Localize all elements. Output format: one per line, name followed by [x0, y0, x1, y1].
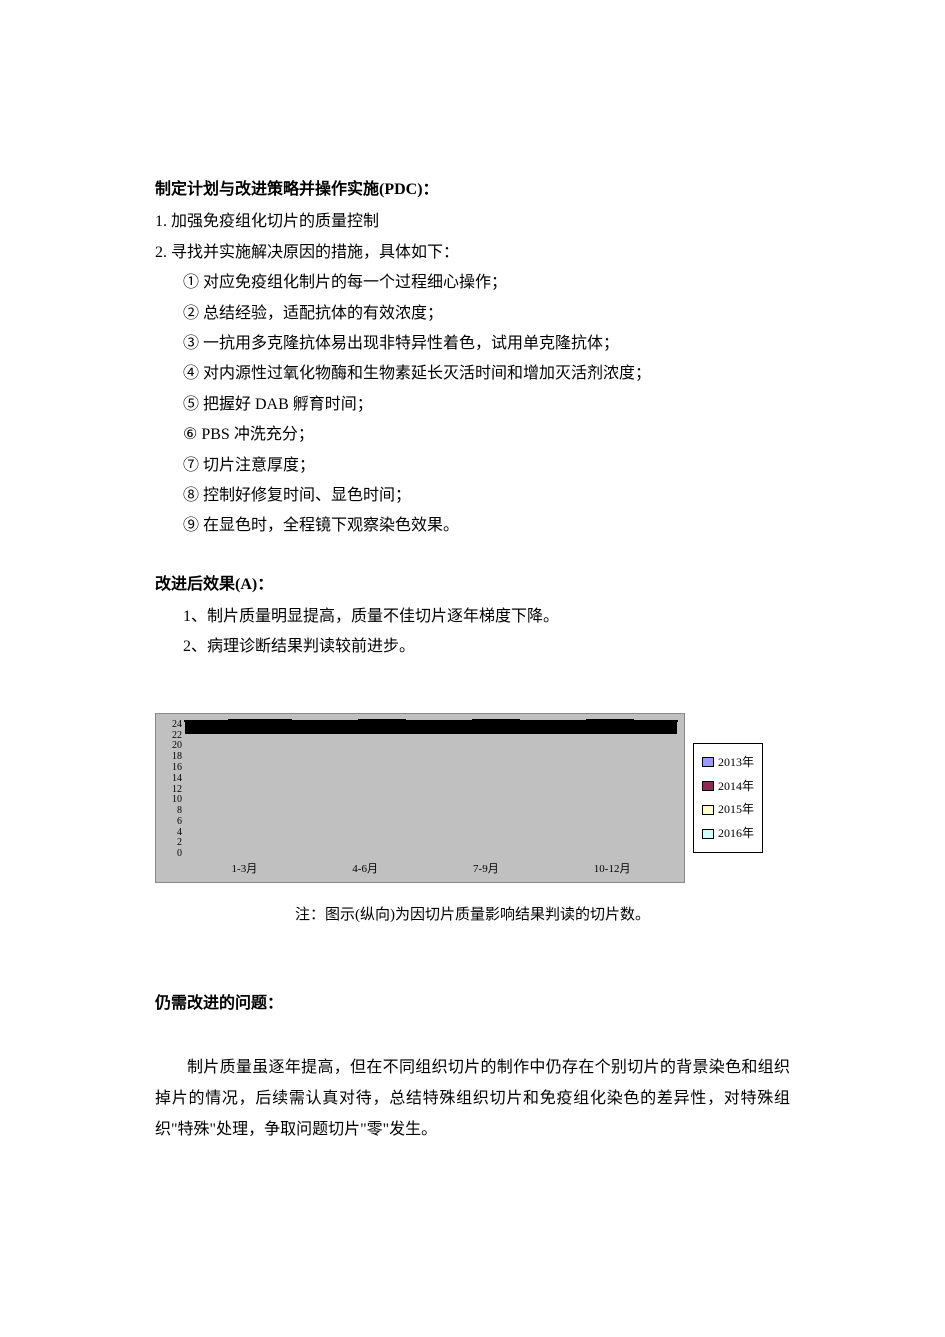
bar [472, 719, 488, 721]
effect-item-2: 2、病理诊断结果判读较前进步。 [155, 632, 790, 662]
legend-row: 2014年 [702, 775, 754, 798]
bar [586, 719, 602, 721]
y-axis: 242220181614121086420 [156, 714, 184, 882]
bar [358, 719, 374, 721]
pdc-sub-2: ② 总结经验，适配抗体的有效浓度； [155, 299, 790, 329]
pdc-item-2: 2. 寻找并实施解决原因的措施，具体如下： [155, 238, 790, 268]
bar [504, 719, 520, 721]
pdc-sub-3: ③ 一抗用多克隆抗体易出现非特异性着色，试用单克隆抗体； [155, 329, 790, 359]
bar [244, 719, 260, 721]
bar [488, 719, 504, 721]
pdc-title: 制定计划与改进策略并操作实施(PDC)： [155, 175, 790, 205]
legend-row: 2015年 [702, 798, 754, 821]
y-tick: 6 [156, 817, 182, 828]
legend-label: 2015年 [718, 798, 754, 821]
legend-swatch [702, 829, 714, 839]
legend-label: 2016年 [718, 822, 754, 845]
remaining-paragraph: 制片质量虽逐年提高，但在不同组织切片的制作中仍存在个别切片的背景染色和组织掉片的… [155, 1052, 790, 1146]
legend-swatch [702, 757, 714, 767]
legend-row: 2013年 [702, 751, 754, 774]
legend-label: 2014年 [718, 775, 754, 798]
x-axis-labels: 1-3月 4-6月 7-9月 10-12月 [184, 859, 678, 880]
bar [374, 719, 390, 721]
legend-swatch [702, 805, 714, 815]
x-tick-label: 10-12月 [594, 859, 631, 880]
pdc-sub-5: ⑤ 把握好 DAB 孵育时间； [155, 390, 790, 420]
legend: 2013年2014年2015年2016年 [693, 743, 763, 853]
y-tick: 14 [156, 774, 182, 785]
x-tick-label: 7-9月 [473, 859, 499, 880]
legend-row: 2016年 [702, 822, 754, 845]
y-tick: 24 [156, 720, 182, 731]
pdc-sub-7: ⑦ 切片注意厚度； [155, 451, 790, 481]
effect-item-1: 1、制片质量明显提高，质量不佳切片逐年梯度下降。 [155, 602, 790, 632]
bar [602, 719, 618, 721]
x-tick-label: 4-6月 [352, 859, 378, 880]
gridline [185, 733, 677, 734]
bar [276, 719, 292, 721]
bar [260, 719, 276, 721]
y-tick: 16 [156, 763, 182, 774]
pdc-sub-1: ① 对应免疫组化制片的每一个过程细心操作； [155, 268, 790, 298]
chart-note: 注：图示(纵向)为因切片质量影响结果判读的切片数。 [155, 901, 790, 930]
quality-chart: 242220181614121086420 1-3月4-6月7-9月10-12月… [155, 713, 790, 883]
bar [228, 719, 244, 721]
pdc-item-1: 1. 加强免疫组化切片的质量控制 [155, 207, 790, 237]
pdc-sub-6: ⑥ PBS 冲洗充分； [155, 420, 790, 450]
pdc-sub-9: ⑨ 在显色时，全程镜下观察染色效果。 [155, 511, 790, 541]
legend-label: 2013年 [718, 751, 754, 774]
y-tick: 0 [156, 849, 182, 860]
bar [390, 719, 406, 721]
plot-area [184, 720, 678, 722]
bar [618, 719, 634, 721]
pdc-sub-8: ⑧ 控制好修复时间、显色时间； [155, 481, 790, 511]
x-tick-label: 1-3月 [232, 859, 258, 880]
legend-swatch [702, 781, 714, 791]
remaining-title: 仍需改进的问题： [155, 989, 790, 1019]
effect-title: 改进后效果(A)： [155, 570, 790, 600]
pdc-sub-4: ④ 对内源性过氧化物酶和生物素延长灭活时间和增加灭活剂浓度； [155, 359, 790, 389]
chart-panel: 242220181614121086420 1-3月4-6月7-9月10-12月 [155, 713, 685, 883]
